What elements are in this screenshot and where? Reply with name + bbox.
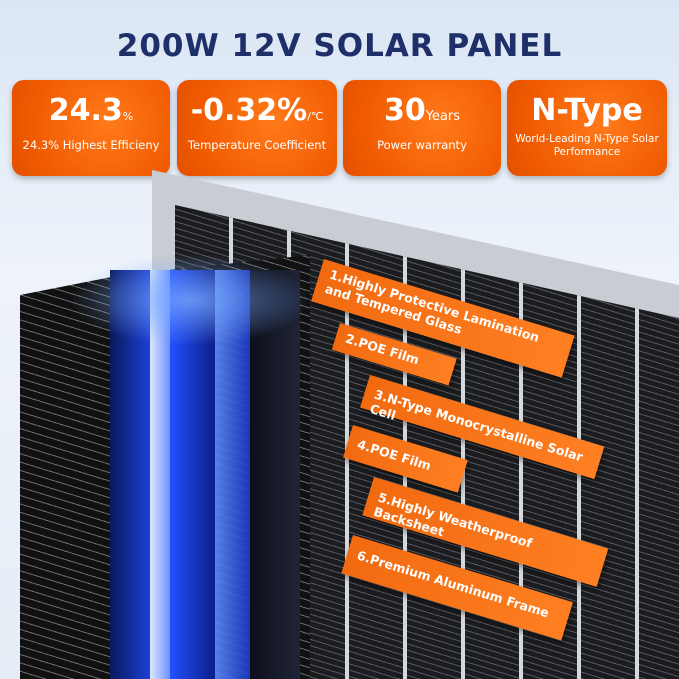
feature-unit: Years	[425, 109, 461, 124]
feature-label: World-Leading N-Type Solar Performance	[515, 133, 659, 158]
feature-unit: %	[122, 110, 134, 123]
light-glow	[60, 250, 320, 350]
layer-film	[150, 270, 170, 679]
feature-value: N-Type	[531, 93, 643, 128]
feature-value: 30	[383, 93, 426, 128]
feature-card-warranty: 30Years Power warranty	[343, 80, 501, 176]
feature-card-ntype: N-Type World-Leading N-Type Solar Perfor…	[507, 80, 667, 176]
feature-unit: /℃	[307, 110, 324, 123]
feature-value: -0.32%	[190, 93, 308, 128]
feature-card-temperature: -0.32%/℃ Temperature Coefficient	[177, 80, 337, 176]
feature-card-efficiency: 24.3% 24.3% Highest Efficieny	[12, 80, 170, 176]
page-title: 200W 12V SOLAR PANEL	[116, 28, 563, 64]
feature-label: 24.3% Highest Efficieny	[22, 138, 160, 152]
feature-label: Power warranty	[377, 138, 467, 152]
feature-label: Temperature Coefficient	[187, 138, 327, 152]
feature-value: 24.3	[48, 93, 123, 128]
